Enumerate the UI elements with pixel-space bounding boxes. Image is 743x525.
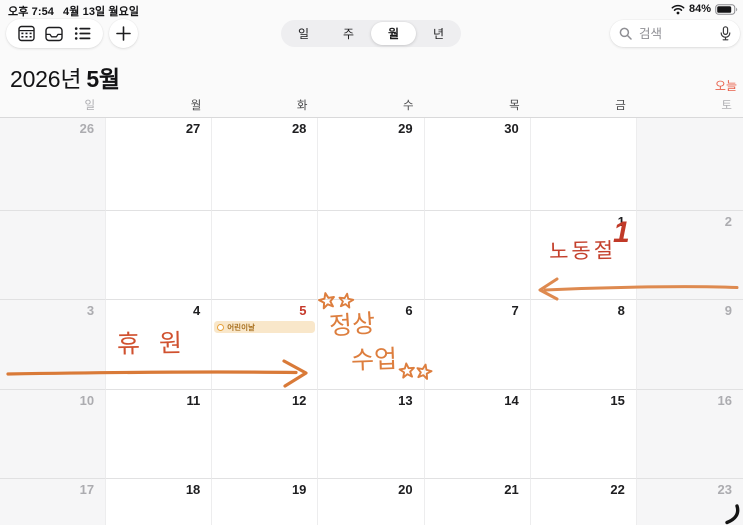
day-cell[interactable]: 6 [318,300,425,390]
day-cell[interactable]: 12 [212,390,319,479]
day-cell[interactable]: 15 [530,390,637,479]
search-input[interactable] [637,25,715,42]
weekday-sun: 일 [84,100,96,112]
weekday-fri: 금 [615,100,626,112]
calendar-view-icon[interactable] [16,23,38,45]
tab-month[interactable]: 월 [371,22,416,45]
search-icon [619,27,632,40]
battery-icon [715,3,738,15]
view-switcher-pill [6,19,103,48]
day-cell[interactable] [530,118,637,211]
day-cell[interactable]: 17 [0,479,107,525]
status-date: 4월 13일 월요일 [63,6,140,18]
microphone-icon[interactable] [720,26,731,41]
title-year: 2026년 [10,66,82,92]
weekday-tue: 화 [296,100,308,112]
day-cell-may-5[interactable]: 5 어린이날 [212,300,319,390]
weekday-header: 일 월 화 수 목 금 토 [0,96,743,116]
view-mode-segmented-control: 일 주 월 년 [281,20,461,47]
status-time: 오후 7:54 [8,6,55,18]
day-cell[interactable]: 28 [212,118,319,211]
battery-percent: 84% [688,3,711,15]
day-cell[interactable] [318,211,425,300]
day-cell[interactable]: 18 [106,479,213,525]
day-cell[interactable]: 14 [424,390,531,479]
day-cell[interactable]: 3 [0,300,107,390]
day-cell[interactable] [636,118,743,211]
day-cell[interactable] [106,211,213,300]
today-button[interactable]: 오늘 [714,79,737,93]
day-cell[interactable]: 9 [636,300,743,390]
day-cell[interactable]: 20 [318,479,425,525]
day-cell[interactable]: 7 [424,300,531,390]
day-cell[interactable]: 21 [424,479,531,525]
day-cell[interactable] [212,211,319,300]
day-cell[interactable]: 19 [212,479,319,525]
day-cell[interactable] [424,211,531,300]
status-bar-right: 84% [671,3,738,15]
tab-day-label: 일 [297,27,310,41]
day-cell[interactable]: 27 [106,118,213,211]
tab-week-label: 주 [342,27,355,41]
day-cell[interactable]: 30 [424,118,531,211]
list-view-icon[interactable] [71,23,93,45]
add-event-button[interactable] [109,19,138,48]
plus-icon [116,26,131,41]
event-calendar-dot-icon [217,323,225,331]
day-cell[interactable]: 23 [636,479,743,525]
day-cell[interactable]: 16 [636,390,743,479]
tab-week[interactable]: 주 [326,22,371,45]
day-cell[interactable]: 1 [530,211,637,300]
page-title: 2026년 5월 [10,60,120,94]
day-cell[interactable]: 8 [530,300,637,390]
status-bar-left: 오후 7:54 4월 13일 월요일 [8,3,139,19]
title-month: 5월 [86,66,120,92]
weekday-sat: 토 [721,100,732,112]
wifi-icon [671,4,685,15]
day-cell[interactable]: 22 [530,479,637,525]
inbox-tray-icon[interactable] [43,23,65,45]
tab-month-label: 월 [387,27,400,41]
day-cell[interactable]: 26 [0,118,107,211]
event-title: 어린이날 [227,322,255,332]
event-childrens-day[interactable]: 어린이날 [214,321,316,333]
day-cell[interactable]: 2 [636,211,743,300]
day-cell[interactable]: 13 [318,390,425,479]
day-cell[interactable]: 4 [106,300,213,390]
search-field[interactable] [610,20,740,47]
weekday-wed: 수 [402,100,414,112]
tab-year[interactable]: 년 [416,22,461,45]
day-cell[interactable]: 10 [0,390,107,479]
tab-day[interactable]: 일 [281,22,326,45]
weekday-thu: 목 [509,100,520,112]
day-cell[interactable] [0,211,107,300]
month-grid: 26 27 28 29 30 1 2 3 4 5 어린이날 6 7 8 9 10… [0,117,743,525]
weekday-mon: 월 [190,100,202,112]
day-cell[interactable]: 29 [318,118,425,211]
tab-year-label: 년 [432,27,445,41]
day-cell[interactable]: 11 [106,390,213,479]
